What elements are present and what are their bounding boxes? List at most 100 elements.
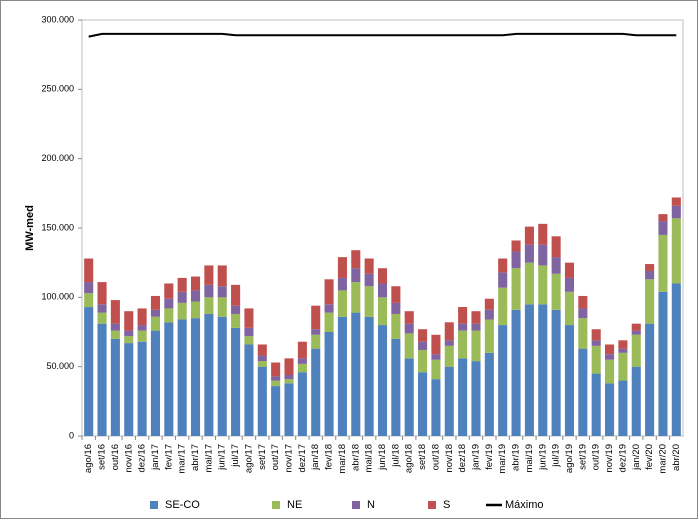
legend-swatch	[272, 501, 280, 509]
bar-segment	[311, 329, 321, 335]
bar-segment	[190, 301, 201, 319]
bar-segment	[671, 197, 681, 206]
bar-segment	[471, 311, 481, 324]
bar-segment	[324, 332, 334, 436]
bar-segment	[311, 334, 321, 349]
x-tick-label: out/19	[591, 444, 602, 470]
bar-segment	[605, 383, 615, 436]
bar-segment	[297, 372, 307, 436]
bar-segment	[431, 334, 441, 355]
y-tick-label: 200.000	[41, 153, 74, 163]
bar-segment	[538, 223, 548, 245]
bar-segment	[444, 322, 454, 341]
bar-segment	[351, 312, 361, 436]
bar-segment	[671, 218, 681, 284]
bar-segment	[110, 338, 120, 436]
x-tick-label: fev/17	[163, 444, 174, 470]
bar-segment	[645, 270, 655, 280]
bar-segment	[217, 286, 227, 298]
bar-segment	[511, 309, 521, 436]
x-tick-label: ago/17	[243, 444, 254, 473]
bar-segment	[110, 323, 120, 331]
bar-segment	[631, 334, 641, 367]
bar-segment	[124, 330, 134, 337]
bar-segment	[551, 309, 561, 436]
bar-segment	[244, 344, 254, 436]
bar-segment	[484, 298, 494, 310]
bar-segment	[444, 340, 454, 346]
x-tick-label: mar/18	[337, 444, 348, 474]
bar-segment	[271, 386, 281, 436]
bar-segment	[391, 338, 401, 436]
bar-segment	[524, 262, 534, 305]
bar-segment	[404, 358, 414, 436]
bar-segment	[551, 236, 561, 258]
x-tick-label: out/18	[430, 444, 441, 470]
bar-segment	[511, 251, 521, 269]
bar-segment	[137, 308, 147, 326]
line-series	[88, 32, 677, 38]
x-tick-label: set/17	[257, 444, 268, 470]
bar-segment	[377, 268, 388, 284]
bar-segment	[578, 308, 588, 319]
legend-label: SE-CO	[165, 499, 200, 511]
x-tick-label: nov/16	[123, 444, 134, 473]
bar-segment	[351, 268, 361, 283]
bar-segment	[591, 345, 601, 374]
x-tick-label: jun/19	[537, 444, 548, 471]
bar-segment	[231, 305, 241, 314]
bar-segment	[458, 323, 468, 331]
bar-segment	[231, 327, 241, 436]
bar-segment	[97, 282, 107, 305]
bar-segment	[364, 316, 374, 436]
bar-segment	[658, 221, 668, 235]
bar-segment	[337, 290, 347, 317]
bar-segment	[578, 295, 588, 309]
bar-segment	[671, 283, 681, 436]
x-tick-label: mar/20	[657, 444, 668, 474]
bar-segment	[404, 323, 414, 334]
bar-segment	[658, 214, 668, 222]
bar-segment	[204, 284, 214, 298]
x-tick-label: abr/17	[190, 444, 201, 471]
x-tick-label: jan/20	[631, 444, 642, 471]
bar-segment	[658, 234, 668, 292]
bar-segment	[418, 329, 428, 342]
bar-segment	[418, 341, 428, 351]
bar-segment	[150, 316, 160, 331]
bar-segment	[244, 336, 254, 345]
x-tick-label: nov/17	[284, 444, 295, 473]
bar-segment	[538, 265, 548, 305]
bar-segment	[631, 330, 641, 335]
bar-segment	[324, 312, 334, 332]
x-tick-label: mai/18	[364, 444, 375, 473]
x-tick-label: set/19	[577, 444, 588, 470]
bar-segment	[137, 325, 147, 331]
bar-segment	[190, 276, 201, 291]
bar-segment	[377, 283, 388, 298]
x-tick-label: jun/18	[377, 444, 388, 471]
x-tick-label: dez/18	[457, 444, 468, 473]
bar-segment	[458, 358, 468, 436]
bar-segment	[84, 258, 94, 283]
bar-segment	[177, 291, 187, 303]
bar-segment	[97, 312, 107, 324]
bar-segment	[204, 313, 214, 436]
bar-segment	[177, 277, 187, 292]
bar-segment	[431, 379, 441, 436]
bar-segment	[311, 305, 321, 330]
bar-segment	[190, 290, 201, 302]
bar-segment	[377, 297, 388, 326]
bar-segment	[458, 307, 468, 324]
bar-segment	[257, 355, 267, 362]
bar-segment	[124, 343, 134, 436]
bar-segment	[97, 304, 107, 313]
bar-segment	[391, 313, 401, 339]
x-tick-label: nov/19	[604, 444, 615, 473]
bar-segment	[257, 344, 267, 356]
y-tick-label: 250.000	[41, 84, 74, 94]
x-tick-label: mar/17	[177, 444, 188, 474]
bar-segment	[404, 333, 414, 359]
